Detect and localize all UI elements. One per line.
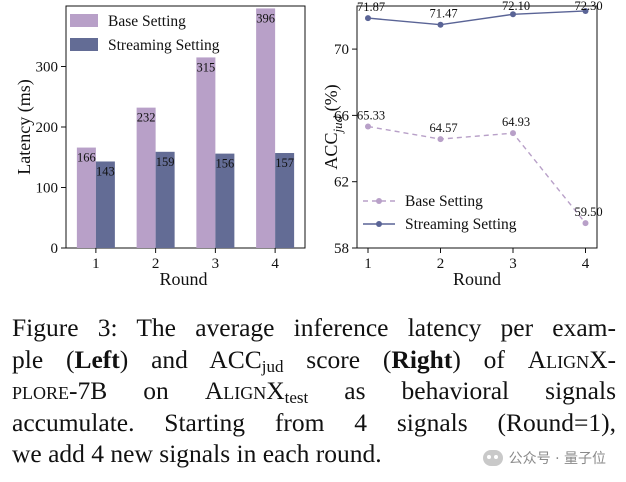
caption-model-name: AlignX- — [527, 344, 617, 374]
caption-text: accumulate. Starting from 4 signals (Rou… — [12, 407, 616, 437]
point-streaming-setting — [510, 11, 516, 18]
point-streaming-setting — [365, 15, 371, 22]
point-base-setting — [582, 220, 589, 227]
y-axis-title-sub: jud — [330, 115, 345, 134]
x-tick-label: 1 — [364, 256, 372, 272]
caption-line-1: Figure 3: The average inference latency … — [12, 312, 616, 344]
caption-text: ) of — [452, 344, 528, 374]
point-value-label: 65.33 — [357, 109, 385, 123]
bar-base-setting — [136, 107, 156, 248]
y-tick-label: 300 — [36, 60, 59, 76]
y-tick-label: 0 — [51, 241, 59, 257]
legend-label: Base Setting — [108, 13, 186, 30]
point-base-setting — [365, 123, 371, 130]
legend-swatch — [70, 14, 98, 27]
legend-label: Streaming Setting — [108, 37, 220, 54]
point-value-label: 64.93 — [502, 115, 530, 129]
x-tick-label: 3 — [509, 256, 517, 272]
x-tick-label: 3 — [212, 256, 220, 272]
bar-base-setting — [76, 147, 96, 248]
bar-base-setting — [256, 8, 276, 249]
caption-text: as behavioral signals — [308, 376, 616, 405]
wechat-icon — [482, 450, 503, 466]
figure-caption: Figure 3: The average inference latency … — [12, 312, 616, 470]
caption-dataset-name: AlignX — [204, 376, 285, 405]
caption-text: ) and ACC — [119, 344, 262, 374]
y-tick-label: 62 — [334, 175, 349, 191]
point-streaming-setting — [437, 21, 444, 28]
point-value-label: 64.57 — [429, 121, 457, 135]
caption-text: on — [107, 376, 205, 405]
caption-text: we add 4 new signals in each round. — [12, 439, 382, 468]
x-tick-label: 1 — [92, 256, 100, 272]
x-axis-title: Round — [159, 269, 207, 289]
bar-streaming-setting — [215, 153, 235, 248]
x-tick-label: 4 — [582, 256, 590, 272]
series-line-streaming-setting — [367, 10, 586, 26]
caption-model-name: plore-7B — [12, 376, 108, 405]
legend-marker — [376, 221, 382, 227]
caption-line-5: we add 4 new signals in each round. — [12, 438, 616, 470]
point-base-setting — [510, 130, 516, 137]
point-streaming-setting — [582, 7, 589, 14]
point-value-label: 72.10 — [502, 0, 530, 13]
point-value-label: 59.50 — [574, 205, 602, 219]
legend-marker — [376, 198, 382, 204]
legend-swatch — [70, 38, 98, 51]
x-tick-label: 4 — [271, 256, 279, 272]
bar-value-label: 156 — [216, 157, 235, 171]
y-tick-label: 58 — [334, 241, 349, 257]
plot-frame — [356, 5, 598, 249]
caption-line-4: accumulate. Starting from 4 signals (Rou… — [12, 407, 616, 439]
x-tick-label: 2 — [152, 256, 160, 272]
y-axis-title-main: ACC — [321, 133, 341, 170]
bar-value-label: 232 — [137, 111, 156, 125]
y-axis-title: ACCjud (%) — [321, 84, 345, 169]
bar-value-label: 166 — [77, 151, 96, 165]
caption-subscript-jud: jud — [261, 356, 284, 376]
legend-label: Streaming Setting — [405, 216, 517, 233]
caption-line-2: ple (Left) and ACCjud score (Right) of A… — [12, 344, 616, 376]
bar-value-label: 159 — [156, 155, 175, 169]
bar-value-label: 157 — [275, 156, 294, 170]
caption-text: ple ( — [12, 344, 75, 374]
bar-value-label: 315 — [197, 60, 216, 74]
caption-bold-left: Left — [74, 344, 120, 374]
caption-text: score ( — [283, 344, 392, 374]
bar-streaming-setting — [155, 151, 175, 248]
acc-line-chart: 58 62 66 70 1 2 3 4 65.33 64.57 64.93 59.50 71.87 71.… — [321, 0, 603, 289]
watermark-text: 公众号 · 量子位 — [508, 451, 606, 467]
caption-subscript-test: test — [284, 388, 309, 407]
y-axis-title-unit: (%) — [321, 84, 342, 115]
point-value-label: 72.30 — [574, 0, 602, 13]
point-value-label: 71.87 — [357, 0, 385, 14]
x-axis-title: Round — [453, 269, 501, 289]
watermark: 公众号 · 量子位 — [482, 448, 606, 468]
series-line-base-setting — [367, 125, 587, 224]
y-tick-label: 66 — [334, 108, 350, 124]
point-base-setting — [437, 136, 444, 143]
bar-value-label: 143 — [96, 164, 115, 178]
caption-line-3: plore-7B on AlignXtest as behavioral sig… — [12, 375, 616, 407]
figure-label: Figure 3: — [12, 313, 118, 342]
bar-streaming-setting — [275, 153, 295, 248]
x-tick-label: 2 — [437, 256, 445, 272]
y-tick-label: 70 — [334, 42, 349, 58]
y-tick-label: 200 — [36, 120, 59, 136]
bar-base-setting — [196, 57, 216, 248]
bar-streaming-setting — [95, 161, 115, 248]
caption-text: The average inference latency per exam- — [136, 313, 616, 342]
legend-label: Base Setting — [405, 193, 483, 210]
y-axis-title: Latency (ms) — [14, 79, 35, 174]
bar-value-label: 396 — [256, 11, 275, 25]
point-value-label: 71.47 — [429, 7, 457, 21]
caption-bold-right: Right — [391, 344, 453, 374]
figure: 0 100 200 300 1 166 143 2 232 159 3 315 156 4 396 157 Ro… — [14, 0, 603, 289]
y-tick-label: 100 — [36, 181, 59, 197]
